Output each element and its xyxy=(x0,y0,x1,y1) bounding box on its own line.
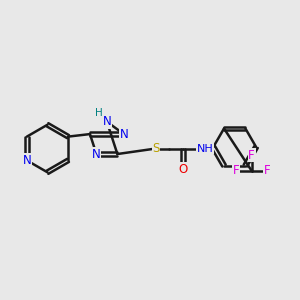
Text: F: F xyxy=(264,164,270,177)
Text: S: S xyxy=(152,142,160,155)
Text: O: O xyxy=(178,163,187,176)
Text: N: N xyxy=(92,148,101,160)
Text: N: N xyxy=(119,128,128,141)
Text: N: N xyxy=(22,154,31,167)
Text: F: F xyxy=(248,149,255,162)
Text: NH: NH xyxy=(196,143,213,154)
Text: H: H xyxy=(95,108,103,118)
Text: F: F xyxy=(233,164,239,177)
Text: N: N xyxy=(103,115,111,128)
